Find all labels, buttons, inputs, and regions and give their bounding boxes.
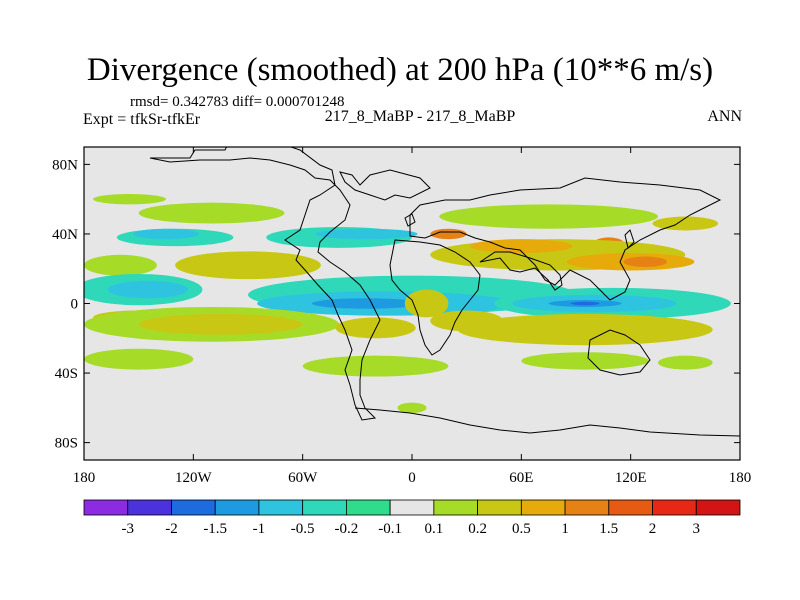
stats-line: rmsd= 0.342783 diff= 0.000701248 <box>130 94 345 110</box>
contour-region-25 <box>404 289 449 318</box>
contour-region-32 <box>84 348 194 370</box>
y-tick-label-1: 40N <box>52 227 78 243</box>
colorbar-swatch-14 <box>695 499 741 516</box>
coastline-arabia-india <box>479 251 563 291</box>
x-tick-label-0: 180 <box>73 470 96 486</box>
colorbar-label-12: 2 <box>649 521 657 537</box>
contour-region-24 <box>570 301 600 306</box>
contour-region-4 <box>430 228 467 240</box>
colorbar-swatch-2 <box>171 499 216 516</box>
y-tick-label-0: 80N <box>52 157 78 173</box>
coastline-africa <box>389 239 481 356</box>
contour-region-2 <box>439 204 658 229</box>
case-label: 217_8_MaBP - 217_8_MaBP <box>324 108 516 125</box>
colorbar-label-4: -0.5 <box>291 521 315 537</box>
experiment-label: Expt = tfkSr-tfkEr <box>83 111 201 128</box>
contour-region-31 <box>457 313 713 346</box>
colorbar-swatch-9 <box>477 499 522 516</box>
x-tick-label-2: 60W <box>288 470 318 486</box>
contour-region-13 <box>470 239 573 254</box>
coastline-americas <box>149 147 381 421</box>
contour-region-10 <box>175 251 321 280</box>
colorbar-swatch-4 <box>258 499 304 516</box>
y-tick-label-2: 0 <box>71 297 79 313</box>
colorbar-label-13: 3 <box>693 521 701 537</box>
x-tick-label-6: 180 <box>729 470 752 486</box>
contour-region-28 <box>138 313 303 335</box>
y-axis: 80N 40N 0 40S 80S <box>52 157 740 452</box>
season-label: ANN <box>707 108 742 125</box>
contour-region-15 <box>84 254 157 276</box>
contour-region-34 <box>521 352 649 370</box>
coastline-japan <box>624 229 635 249</box>
y-tick-label-3: 40S <box>55 366 78 382</box>
x-tick-label-4: 60E <box>509 470 533 486</box>
colorbar-swatch-11 <box>564 499 610 516</box>
colorbar-label-5: -0.2 <box>335 521 359 537</box>
colorbar-label-6: -0.1 <box>378 521 402 537</box>
colorbar-swatch-10 <box>520 499 566 516</box>
colorbar-swatch-8 <box>433 499 479 516</box>
x-tick-label-1: 120W <box>175 470 213 486</box>
colorbar-label-7: 0.1 <box>424 521 443 537</box>
contour-region-20 <box>311 298 422 309</box>
contour-region-9 <box>315 228 418 240</box>
x-axis: 180 120W 60W 0 60E 120E 180 <box>73 147 752 486</box>
contour-region-1 <box>138 202 285 224</box>
colorbar-label-8: 0.2 <box>468 521 487 537</box>
contour-region-17 <box>107 280 188 299</box>
colorbar-swatch-12 <box>608 499 653 516</box>
colorbar-label-11: 1.5 <box>599 521 618 537</box>
y-tick-label-4: 80S <box>55 436 78 452</box>
colorbar-swatch-0 <box>83 499 129 516</box>
coastline-eurasia <box>409 177 722 301</box>
colorbar-swatch-6 <box>345 499 391 516</box>
contour-fill-layer <box>84 193 731 414</box>
colorbar-label-0: -3 <box>121 521 134 537</box>
contour-region-33 <box>302 355 449 377</box>
contour-region-35 <box>658 355 713 370</box>
coastline-greenland <box>339 169 431 201</box>
colorbar-swatch-5 <box>302 499 347 516</box>
colorbar: -3 -2 -1.5 -1 -0.5 -0.2 -0.1 0.1 0.2 0.5 1 1.5 2 3 <box>83 499 741 537</box>
coastline-antarctica <box>354 407 740 437</box>
x-tick-label-3: 0 <box>408 470 416 486</box>
chart-title: Divergence (smoothed) at 200 hPa (10**6 … <box>86 52 714 88</box>
colorbar-label-3: -1 <box>253 521 266 537</box>
colorbar-swatch-13 <box>652 499 697 516</box>
contour-region-14 <box>623 256 668 267</box>
colorbar-swatch-1 <box>127 499 172 516</box>
colorbar-label-2: -1.5 <box>203 521 227 537</box>
colorbar-label-1: -2 <box>165 521 178 537</box>
colorbar-label-10: 1 <box>561 521 569 537</box>
contour-region-36 <box>397 402 427 414</box>
coastline-uk <box>404 213 416 227</box>
colorbar-label-9: 0.5 <box>512 521 531 537</box>
coastline-australia <box>587 329 651 376</box>
contour-region-0 <box>93 193 166 205</box>
contour-region-8 <box>133 228 199 240</box>
colorbar-swatch-3 <box>214 499 260 516</box>
coastline-layer <box>149 147 740 437</box>
x-tick-label-5: 120E <box>615 470 647 486</box>
colorbar-swatch-7 <box>389 499 435 516</box>
